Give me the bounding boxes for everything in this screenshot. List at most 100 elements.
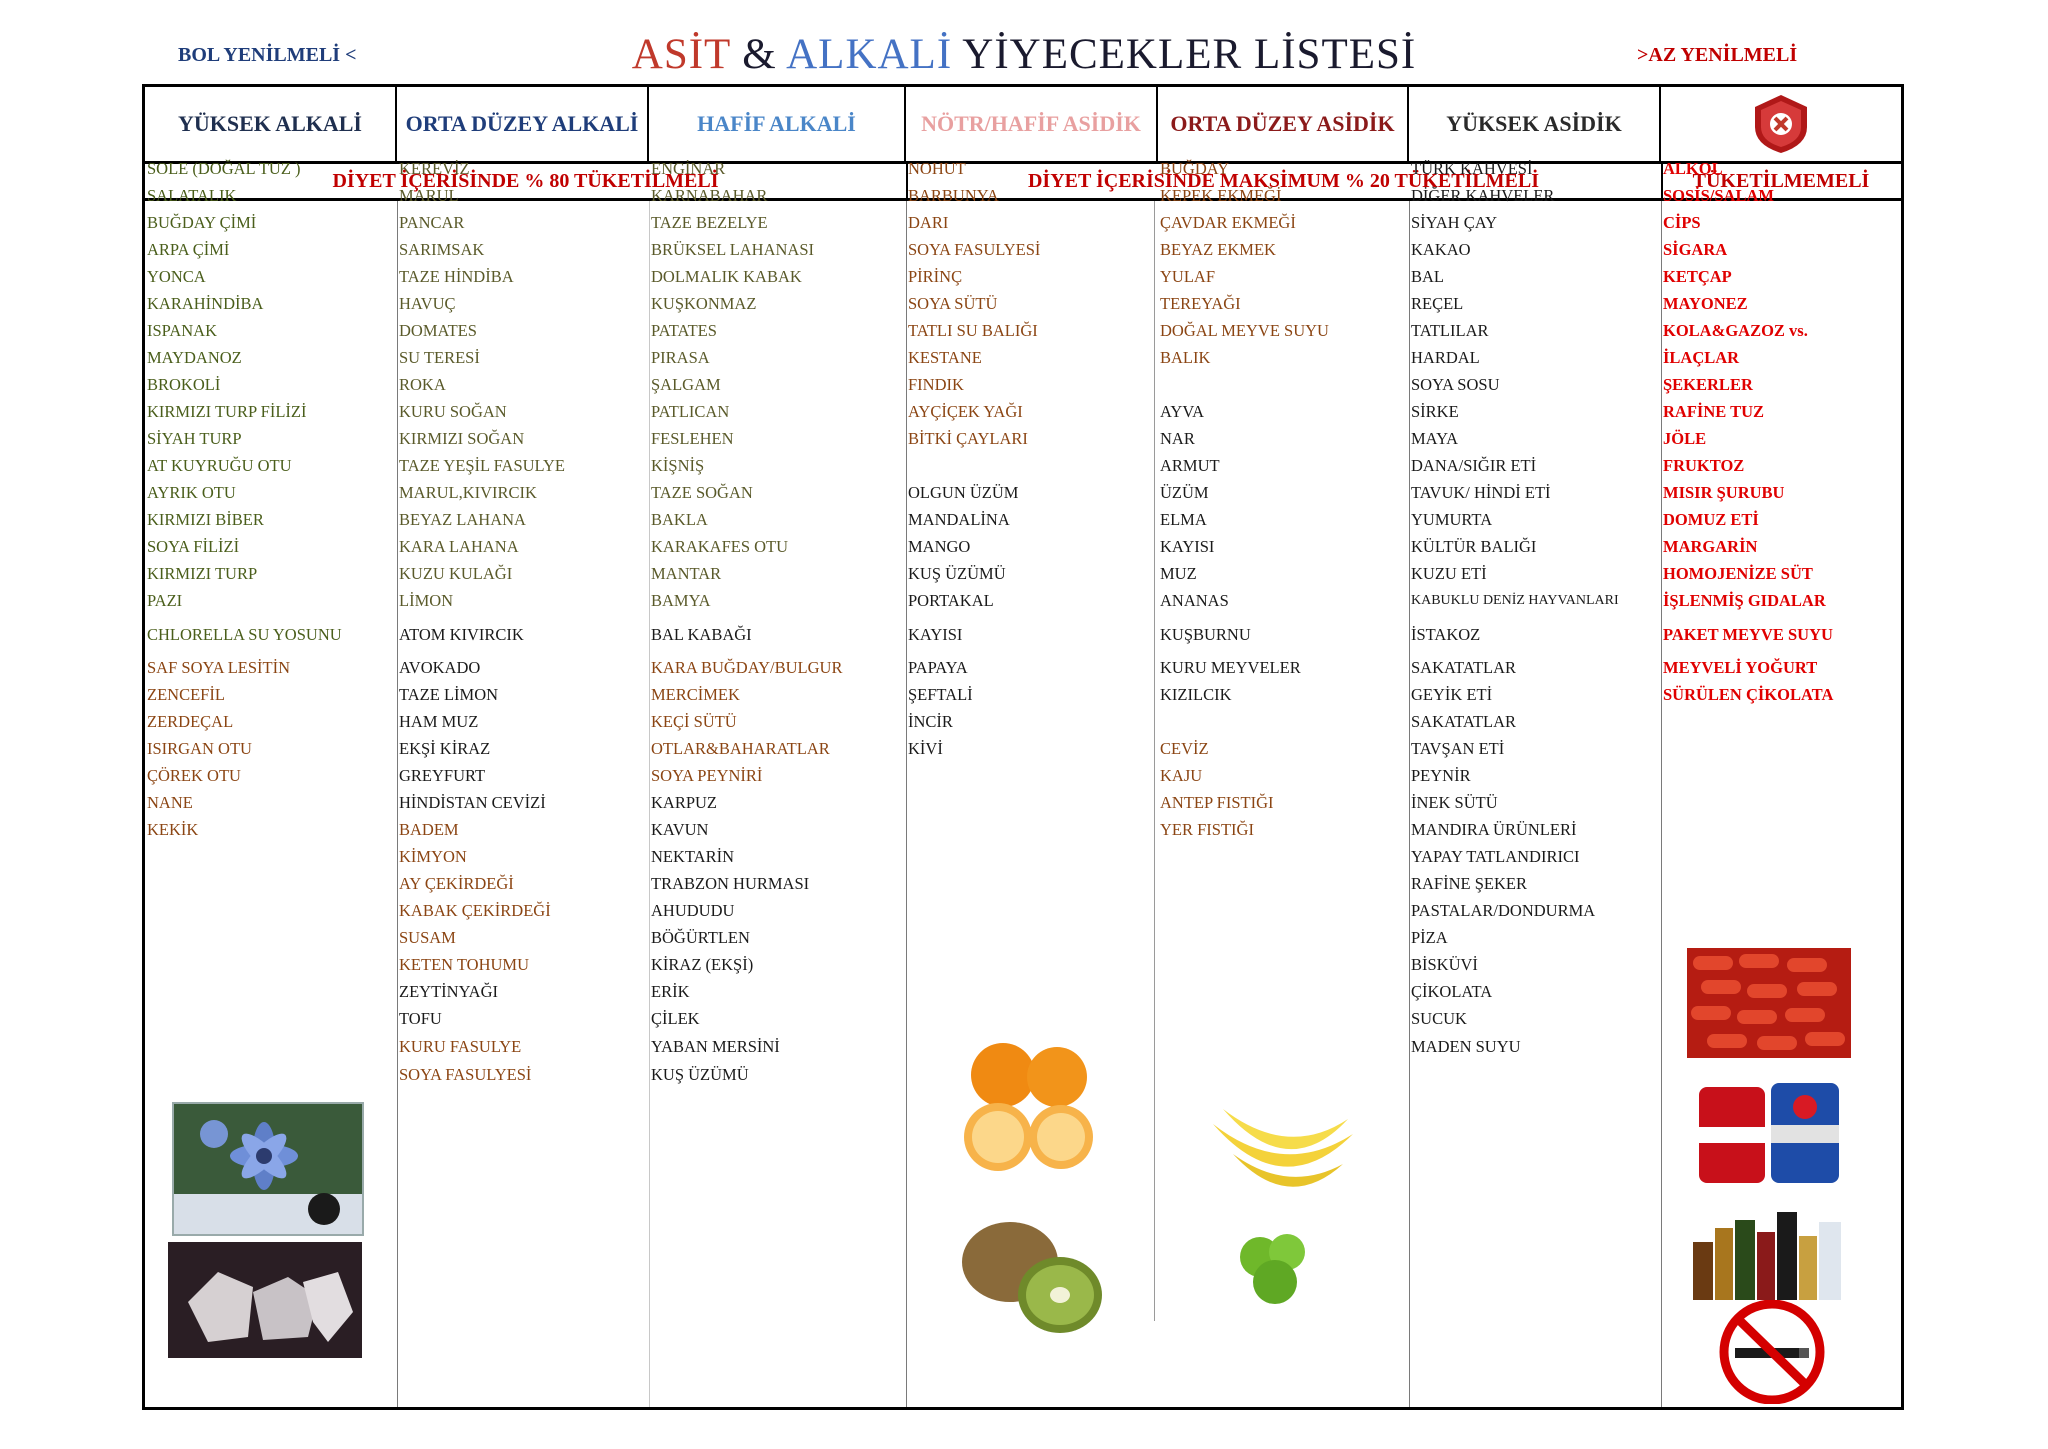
col7-item: FRUKTOZ [1663, 456, 1745, 475]
col7-item: MISIR ŞURUBU [1663, 483, 1785, 502]
header-orta-asidik: ORTA DÜZEY ASİDİK [1158, 87, 1409, 161]
col7-item: KETÇAP [1663, 267, 1732, 286]
col3-item: ENGİNAR [651, 159, 726, 178]
col5-item: MUZ [1160, 564, 1197, 583]
col4-item: BİTKİ ÇAYLARI [908, 429, 1028, 448]
col7-item: PAKET MEYVE SUYU [1663, 625, 1833, 644]
header-orta-alkali: ORTA DÜZEY ALKALİ [397, 87, 649, 161]
col6-item: MAYA [1411, 429, 1459, 448]
col1-item: PAZI [147, 591, 183, 610]
col6-item: TATLILAR [1411, 321, 1489, 340]
section-divider [145, 198, 1901, 201]
kiwi-image [950, 1217, 1120, 1337]
section-separator-2 [1661, 164, 1663, 198]
col4-item: PORTAKAL [908, 591, 994, 610]
col3-item: ŞALGAM [651, 375, 721, 394]
col7-item: CİPS [1663, 213, 1701, 232]
col5-item: KIZILCIK [1160, 685, 1232, 704]
col5-item: BALIK [1160, 348, 1211, 367]
col4-item: KUŞ ÜZÜMÜ [908, 564, 1006, 583]
col-line-1 [397, 201, 398, 1407]
col2-item: TAZE YEŞİL FASULYE [399, 456, 565, 475]
col2-item: BADEM [399, 820, 459, 839]
salt-crystals-image [168, 1242, 362, 1358]
col1-item: ZENCEFİL [147, 685, 225, 704]
col3-item: KEÇİ SÜTÜ [651, 712, 737, 731]
header-yuksek-alkali: YÜKSEK ALKALİ [145, 87, 397, 161]
col3-item: DOLMALIK KABAK [651, 267, 802, 286]
col3-item: ERİK [651, 982, 690, 1001]
col3-item: SOYA PEYNİRİ [651, 766, 763, 785]
col1-item: ISIRGAN OTU [147, 739, 252, 758]
col1-item: NANE [147, 793, 193, 812]
col3-item: BAMYA [651, 591, 711, 610]
col2-item: HAM MUZ [399, 712, 479, 731]
col2-item: SUSAM [399, 928, 456, 947]
col4-item: MANDALİNA [908, 510, 1010, 529]
col6-item: SAKATATLAR [1411, 658, 1517, 677]
col2-item: DOMATES [399, 321, 477, 340]
pills-image [1687, 948, 1851, 1058]
col3-item: PIRASA [651, 348, 710, 367]
col3-item: MERCİMEK [651, 685, 740, 704]
col5-item: KUŞBURNU [1160, 625, 1251, 644]
col3-item: KARA BUĞDAY/BULGUR [651, 658, 843, 677]
header-yuksek-asidik: YÜKSEK ASİDİK [1409, 87, 1661, 161]
col7-item: SOSİS/SALAM [1663, 186, 1774, 205]
col6-item: PEYNİR [1411, 766, 1471, 785]
food-table: YÜKSEK ALKALİ ORTA DÜZEY ALKALİ HAFİF AL… [142, 84, 1904, 1410]
forbidden-shield-icon [1755, 95, 1807, 153]
col6-item: TAVUK/ HİNDİ ETİ [1411, 483, 1551, 502]
col2-item: KİMYON [399, 847, 467, 866]
col6-item: MANDIRA ÜRÜNLERİ [1411, 820, 1577, 839]
col4-item: BARBUNYA [908, 186, 999, 205]
col2-item: SOYA FASULYESİ [399, 1065, 532, 1084]
col5-item: ARMUT [1160, 456, 1220, 475]
col5-item: ÜZÜM [1160, 483, 1209, 502]
col1-item: SİYAH TURP [147, 429, 242, 448]
col2-item: TAZE HİNDİBA [399, 267, 514, 286]
col4-item: İNCİR [908, 712, 953, 731]
col1-item: KEKİK [147, 820, 199, 839]
col3-item: KAVUN [651, 820, 709, 839]
col7-item: MAYONEZ [1663, 294, 1748, 313]
col7-item: KOLA&GAZOZ vs. [1663, 321, 1808, 340]
header-hafif-alkali: HAFİF ALKALİ [649, 87, 906, 161]
col6-item: MADEN SUYU [1411, 1037, 1521, 1056]
col5-item: KURU MEYVELER [1160, 658, 1301, 677]
col2-item: ROKA [399, 375, 446, 394]
col3-item: BAKLA [651, 510, 708, 529]
col5-item: CEVİZ [1160, 739, 1209, 758]
col6-item: PİZA [1411, 928, 1448, 947]
col4-item: SOYA SÜTÜ [908, 294, 998, 313]
section-separator-1 [906, 164, 908, 198]
col7-item: MEYVELİ YOĞURT [1663, 658, 1818, 677]
col1-item: KARAHİNDİBA [147, 294, 264, 313]
col6-item: SİYAH ÇAY [1411, 213, 1498, 232]
col1-item: CHLORELLA SU YOSUNU [147, 625, 342, 644]
title-rest: YİYECEKLER LİSTESİ [952, 31, 1417, 78]
col2-item: KURU FASULYE [399, 1037, 522, 1056]
col4-item: MANGO [908, 537, 971, 556]
col6-item: İNEK SÜTÜ [1411, 793, 1498, 812]
col2-item: KARA LAHANA [399, 537, 519, 556]
col6-item: SUCUK [1411, 1009, 1467, 1028]
col2-item: HAVUÇ [399, 294, 456, 313]
col4-item: KİVİ [908, 739, 943, 758]
col6-item: YAPAY TATLANDIRICI [1411, 847, 1580, 866]
col1-item: KIRMIZI TURP [147, 564, 258, 583]
col7-item: İŞLENMİŞ GIDALAR [1663, 591, 1826, 610]
col7-item: ALKOL [1663, 159, 1723, 178]
col3-item: BÖĞÜRTLEN [651, 928, 750, 947]
col1-item: AT KUYRUĞU OTU [147, 456, 292, 475]
col2-item: MARUL,KIVIRCIK [399, 483, 537, 502]
col3-item: KARPUZ [651, 793, 718, 812]
col-line-6 [1661, 201, 1662, 1407]
col-line-5 [1409, 201, 1410, 1407]
section-not-consumed: TÜKETİLMEMELİ [1692, 169, 1870, 192]
col6-item: HARDAL [1411, 348, 1480, 367]
title-asit: ASİT [631, 31, 731, 78]
col1-item: ZERDEÇAL [147, 712, 234, 731]
col5-item: KEPEK EKMEĞİ [1160, 186, 1282, 205]
col3-item: PATATES [651, 321, 717, 340]
